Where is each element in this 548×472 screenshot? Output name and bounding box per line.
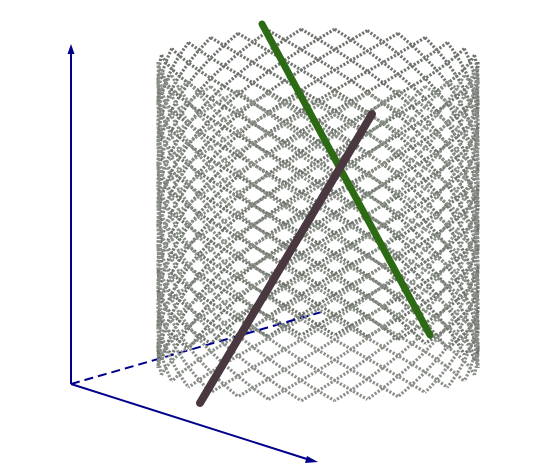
helix-right-10-back-1 xyxy=(156,167,399,341)
coordinate-axes xyxy=(67,44,326,463)
highlighted-helices xyxy=(196,20,434,407)
helix-right-9-front-0 xyxy=(156,92,270,188)
helix-left-14-front-0 xyxy=(159,68,480,348)
helix-right-16-front-1 xyxy=(472,354,480,376)
helix-right-3-back-1 xyxy=(156,309,190,350)
helix-left-13-front-0 xyxy=(170,74,480,328)
helix-right-3-front-0 xyxy=(156,80,449,311)
helix-right-19-front-1 xyxy=(423,293,480,394)
helix-right-22-front-1 xyxy=(333,231,480,403)
helix-right-21-back-0 xyxy=(267,29,480,253)
helix-right-15-back-1 xyxy=(156,65,480,369)
green-helix xyxy=(258,20,434,339)
helix-left-15-front-0 xyxy=(156,61,480,369)
z-axis-arrowhead xyxy=(67,44,75,54)
helix-right-23-back-0 xyxy=(333,27,480,212)
helix-left-26-front-1 xyxy=(156,293,213,394)
helix-left-25-back-0 xyxy=(156,32,399,273)
helix-right-26-front-1 xyxy=(210,143,480,394)
helix-left-28-front-1 xyxy=(156,327,174,383)
helix-right-20-front-1 xyxy=(396,272,480,398)
helix-right-6-front-0 xyxy=(156,92,369,250)
helix-right-20-back-0 xyxy=(237,32,480,273)
helix-right-17-back-0 xyxy=(170,47,480,335)
helix-left-5-back-1 xyxy=(237,163,480,341)
lattice-front-layer xyxy=(156,61,480,403)
helix-left-0-back-0 xyxy=(156,61,480,369)
helix-right-11-front-0 xyxy=(156,85,212,148)
helix-left-19-back-0 xyxy=(156,36,213,144)
helix-right-17-front-1 xyxy=(462,333,480,383)
helix-left-17-front-1 xyxy=(156,102,466,383)
helix-right-28-front-1 xyxy=(170,109,480,383)
helix-right-25-front-1 xyxy=(237,170,480,398)
helix-left-29-front-1 xyxy=(156,354,164,376)
helix-right-9-back-1 xyxy=(156,187,369,338)
helix-left-20-front-1 xyxy=(156,163,399,398)
helix-right-5-front-0 xyxy=(156,89,399,270)
helix-right-29-front-1 xyxy=(160,82,480,376)
helix-right-0-front-1 xyxy=(156,68,480,369)
helix-left-16-front-1 xyxy=(156,82,476,376)
plum-helix xyxy=(196,110,376,407)
y-axis xyxy=(70,310,326,385)
helix-left-22-front-1 xyxy=(156,204,336,403)
helix-right-21-front-1 xyxy=(366,252,480,401)
helix-left-17-back-0 xyxy=(156,47,174,103)
helix-left-23-back-0 xyxy=(156,27,336,226)
helix-right-24-front-1 xyxy=(267,191,480,401)
helix-right-4-front-0 xyxy=(156,85,427,290)
helix-right-18-front-1 xyxy=(446,313,480,389)
helix-left-20-back-0 xyxy=(156,32,240,165)
helix-left-5-front-0 xyxy=(397,89,480,165)
helix-right-27-front-1 xyxy=(187,129,480,389)
helix-left-11-front-0 xyxy=(209,85,480,287)
helix-right-28-back-0 xyxy=(462,47,480,110)
x-axis xyxy=(70,383,311,461)
helix-left-1-front-0 xyxy=(473,68,480,83)
helix-left-21-back-0 xyxy=(156,29,270,185)
helix-left-14-back-1 xyxy=(473,347,480,362)
helix-right-2-front-0 xyxy=(156,74,466,328)
x-axis-arrowhead xyxy=(305,456,318,463)
helix-left-23-front-1 xyxy=(156,225,303,403)
helix-left-19-front-1 xyxy=(156,143,426,394)
helix-left-22-back-0 xyxy=(156,27,303,205)
helix-left-28-back-0 xyxy=(156,47,466,328)
helix-left-24-front-1 xyxy=(156,245,270,401)
helix-right-11-back-1 xyxy=(156,146,427,345)
helix-right-7-front-0 xyxy=(156,93,336,229)
helix-left-3-front-0 xyxy=(446,80,480,124)
